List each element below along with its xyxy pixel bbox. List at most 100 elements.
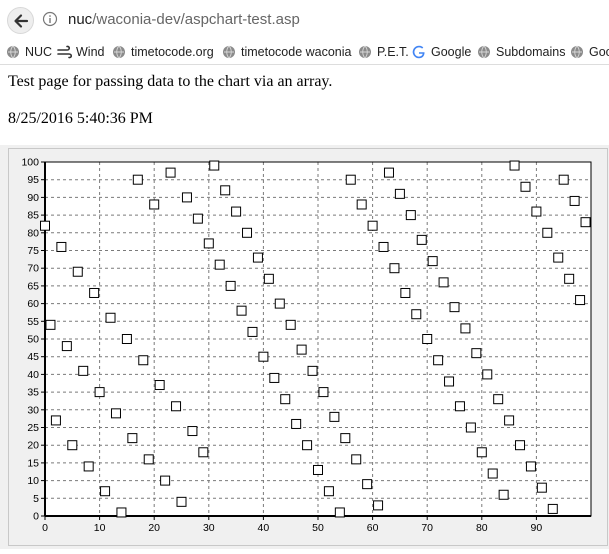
data-point [405,210,416,221]
globe-icon [477,45,491,59]
x-tick-label: 20 [148,522,160,534]
info-icon[interactable] [42,11,58,27]
data-point [356,199,367,210]
data-point [367,220,378,231]
data-point [547,503,558,514]
data-point [302,440,313,451]
data-point [444,376,455,387]
x-tick-label: 80 [476,522,488,534]
data-point [422,334,433,344]
wind-icon [57,45,73,59]
data-point [427,256,438,267]
data-point [258,351,269,362]
data-point [61,341,72,352]
data-point [72,266,83,277]
bookmark-label: P.E.T. [377,45,409,59]
data-point [345,174,356,185]
data-point [100,486,111,497]
data-point [454,401,465,412]
data-point [116,507,127,518]
url-path: /waconia-dev/aspchart-test.asp [92,11,300,28]
bookmark-label: timetocode.org [131,45,214,59]
y-tick-label: 25 [27,422,39,434]
data-point [192,213,203,224]
data-point [400,287,411,298]
x-tick-label: 50 [312,522,324,534]
data-point [110,408,121,419]
data-point [323,486,334,497]
data-point [296,344,307,355]
y-tick-label: 65 [27,280,39,292]
bookmark-label: NUC [25,45,53,59]
data-point [378,241,389,252]
globe-icon [6,45,20,59]
data-point [504,415,515,426]
data-point [362,479,373,490]
bookmark-wind[interactable]: Wind [57,44,104,60]
chart-svg: 0 5 10 15 20 25 30 35 40 45 50 55 60 65 70 75 80 85 90 95 10… [0,145,609,549]
x-tick-label: 10 [94,522,106,534]
data-point [525,461,536,472]
data-point [580,217,591,228]
bookmark-google[interactable]: Google [412,44,471,60]
data-point [242,227,253,238]
bookmark-timetocode-waconia[interactable]: timetocode waconia [222,44,351,60]
data-point [89,287,100,298]
data-point [542,227,553,238]
data-point [83,461,94,472]
address-bar: nuc/waconia-dev/aspchart-test.asp [0,0,609,41]
bookmark-nuc[interactable]: NUC [6,44,52,60]
y-tick-label: 85 [27,210,39,222]
back-button[interactable] [7,7,34,34]
data-point [476,447,487,458]
data-point [465,422,476,433]
y-tick-label: 30 [27,404,39,416]
data-point [274,298,285,309]
y-tick-label: 10 [27,475,39,487]
bookmark-timetocode-org[interactable]: timetocode.org [112,44,214,60]
data-point [176,496,187,507]
y-tick-label: 100 [21,157,39,169]
y-tick-label: 70 [27,263,39,275]
globe-icon [358,45,372,59]
y-tick-label: 35 [27,387,39,399]
data-point [67,440,78,451]
data-point [121,334,132,344]
y-tick-label: 45 [27,351,39,363]
data-point [280,394,291,405]
data-point [220,185,231,196]
chart-frame [8,148,608,546]
data-point [225,280,236,291]
data-point [383,167,394,178]
data-point [558,174,569,185]
data-point [181,192,192,203]
y-tick-label: 50 [27,334,39,346]
data-point [487,468,498,479]
bookmark-label: Subdomains [496,45,566,59]
y-tick-label: 95 [27,174,39,186]
data-point [165,167,176,178]
y-tick-label: 80 [27,227,39,239]
data-point [187,426,198,437]
data-point [171,401,182,412]
data-point [105,312,116,323]
data-point [449,302,460,313]
page-intro: Test page for passing data to the chart … [8,73,333,90]
data-point [231,206,242,217]
data-point [307,365,318,376]
url-host: nuc [68,11,93,28]
data-point [498,489,509,500]
data-point [203,238,214,249]
bookmarks-bar: NUC Wind timetocode.org timetocode waconia P… [0,40,609,65]
data-point [493,394,504,405]
google-icon [412,45,426,59]
data-point [334,507,345,518]
y-tick-label: 0 [33,511,39,523]
data-point [520,181,531,192]
bookmark-p-e-t[interactable]: P.E.T. [358,44,409,60]
url-field[interactable]: nuc/waconia-dev/aspchart-test.asp [68,11,300,28]
y-tick-label: 55 [27,316,39,328]
bookmark-goo[interactable]: Goo [570,44,609,60]
data-point [411,309,422,320]
bookmark-subdomains[interactable]: Subdomains [477,44,566,60]
